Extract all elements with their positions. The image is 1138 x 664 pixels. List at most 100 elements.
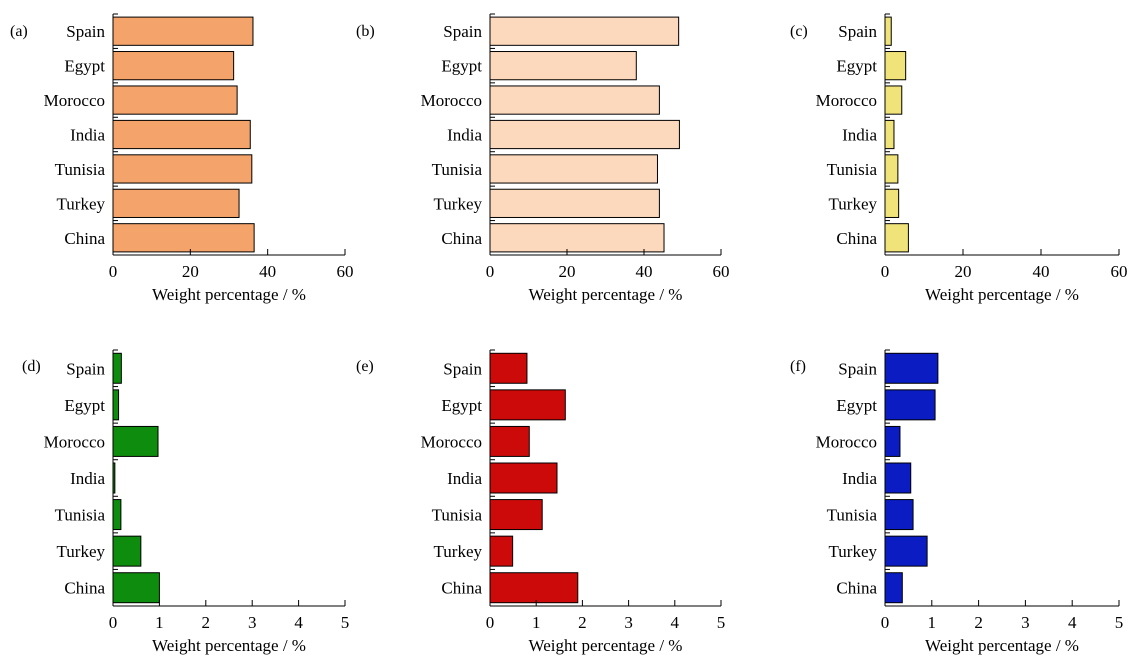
x-tick-label: 2 xyxy=(974,613,983,632)
bar-egypt xyxy=(489,389,566,421)
category-label: Tunisia xyxy=(827,160,878,179)
category-label: Egypt xyxy=(836,396,877,415)
category-label: Egypt xyxy=(441,396,482,415)
x-tick-label: 60 xyxy=(713,262,730,281)
x-tick-label: 4 xyxy=(1068,613,1077,632)
bar-tunisia xyxy=(112,154,253,184)
category-label: India xyxy=(447,126,482,145)
category-label: Spain xyxy=(443,22,482,41)
x-tick-label: 1 xyxy=(532,613,541,632)
category-label: China xyxy=(441,579,482,598)
category-label: Turkey xyxy=(57,542,106,561)
category-label: Egypt xyxy=(64,57,105,76)
x-tick-label: 0 xyxy=(109,613,118,632)
x-tick-label: 2 xyxy=(578,613,587,632)
bar-india xyxy=(489,119,680,150)
bar-egypt xyxy=(112,51,235,81)
bar-tunisia xyxy=(884,499,914,531)
category-label: Turkey xyxy=(829,194,878,213)
x-tick-label: 4 xyxy=(671,613,680,632)
bar-turkey xyxy=(112,188,240,218)
panel-label: (d) xyxy=(22,358,41,375)
x-tick-label: 40 xyxy=(1033,262,1050,281)
x-tick-label: 20 xyxy=(182,262,199,281)
category-label: India xyxy=(842,126,877,145)
category-label: China xyxy=(836,579,877,598)
category-label: Spain xyxy=(838,22,877,41)
bar-india xyxy=(884,119,895,150)
x-tick-label: 3 xyxy=(624,613,633,632)
bar-egypt xyxy=(112,389,120,421)
bar-tunisia xyxy=(489,154,658,184)
category-label: Tunisia xyxy=(432,506,483,525)
category-label: Turkey xyxy=(829,542,878,561)
category-label: Turkey xyxy=(434,194,483,213)
x-tick-label: 60 xyxy=(337,262,354,281)
panel-label: (c) xyxy=(790,23,808,40)
x-axis-title: Weight percentage / % xyxy=(925,285,1079,304)
x-axis-title: Weight percentage / % xyxy=(529,636,683,655)
x-tick-label: 5 xyxy=(717,613,726,632)
bar-india xyxy=(112,119,251,150)
x-tick-label: 5 xyxy=(1115,613,1124,632)
bar-tunisia xyxy=(884,154,899,184)
chart-panel-3: (c) Spain Egypt Morocco India Tunisia Turkey Ch… xyxy=(790,13,1128,304)
bar-turkey xyxy=(489,535,514,567)
x-axis-title: Weight percentage / % xyxy=(529,285,683,304)
x-tick-label: 20 xyxy=(559,262,576,281)
category-label: China xyxy=(441,229,482,248)
bar-india xyxy=(884,462,912,494)
bar-egypt xyxy=(489,51,637,81)
category-label: Spain xyxy=(838,359,877,378)
x-tick-label: 3 xyxy=(248,613,257,632)
category-label: Turkey xyxy=(434,542,483,561)
x-tick-label: 60 xyxy=(1111,262,1128,281)
panel-label: (a) xyxy=(10,23,28,40)
bar-china xyxy=(112,572,160,604)
x-tick-label: 1 xyxy=(928,613,937,632)
x-tick-label: 2 xyxy=(202,613,211,632)
bar-turkey xyxy=(884,188,900,218)
bar-india xyxy=(489,462,558,494)
bar-spain xyxy=(112,352,122,384)
category-label: India xyxy=(842,469,877,488)
bar-turkey xyxy=(489,188,660,218)
chart-panel-1: (a) Spain Egypt Morocco India Tunisia Turkey Ch… xyxy=(10,13,354,304)
x-tick-label: 1 xyxy=(155,613,164,632)
x-tick-label: 0 xyxy=(109,262,118,281)
bar-spain xyxy=(489,352,528,384)
panel-label: (b) xyxy=(356,23,375,40)
bar-tunisia xyxy=(489,499,543,531)
x-tick-label: 0 xyxy=(486,262,495,281)
category-label: Morocco xyxy=(421,91,482,110)
category-label: India xyxy=(70,126,105,145)
bar-china xyxy=(489,572,579,604)
bar-morocco xyxy=(884,425,901,457)
bar-morocco xyxy=(489,425,530,457)
category-label: China xyxy=(64,229,105,248)
category-label: Morocco xyxy=(816,91,877,110)
bar-spain xyxy=(112,16,254,46)
bar-china xyxy=(884,572,903,604)
category-label: China xyxy=(64,579,105,598)
bar-spain xyxy=(884,352,939,384)
category-label: Morocco xyxy=(421,432,482,451)
x-tick-label: 3 xyxy=(1021,613,1030,632)
category-label: India xyxy=(447,469,482,488)
bar-morocco xyxy=(112,425,159,457)
bar-morocco xyxy=(489,85,660,115)
bar-morocco xyxy=(112,85,238,115)
chart-panel-6: (f) Spain Egypt Morocco India Tunisia Turkey Ch… xyxy=(790,349,1124,655)
category-label: India xyxy=(70,469,105,488)
bar-morocco xyxy=(884,85,903,115)
category-label: Turkey xyxy=(57,194,106,213)
category-label: Tunisia xyxy=(55,506,106,525)
x-tick-label: 4 xyxy=(294,613,303,632)
category-label: Morocco xyxy=(44,91,105,110)
bar-china xyxy=(884,223,909,253)
panel-label: (f) xyxy=(790,358,806,375)
bar-china xyxy=(112,223,255,253)
x-axis-title: Weight percentage / % xyxy=(152,285,306,304)
category-label: China xyxy=(836,229,877,248)
